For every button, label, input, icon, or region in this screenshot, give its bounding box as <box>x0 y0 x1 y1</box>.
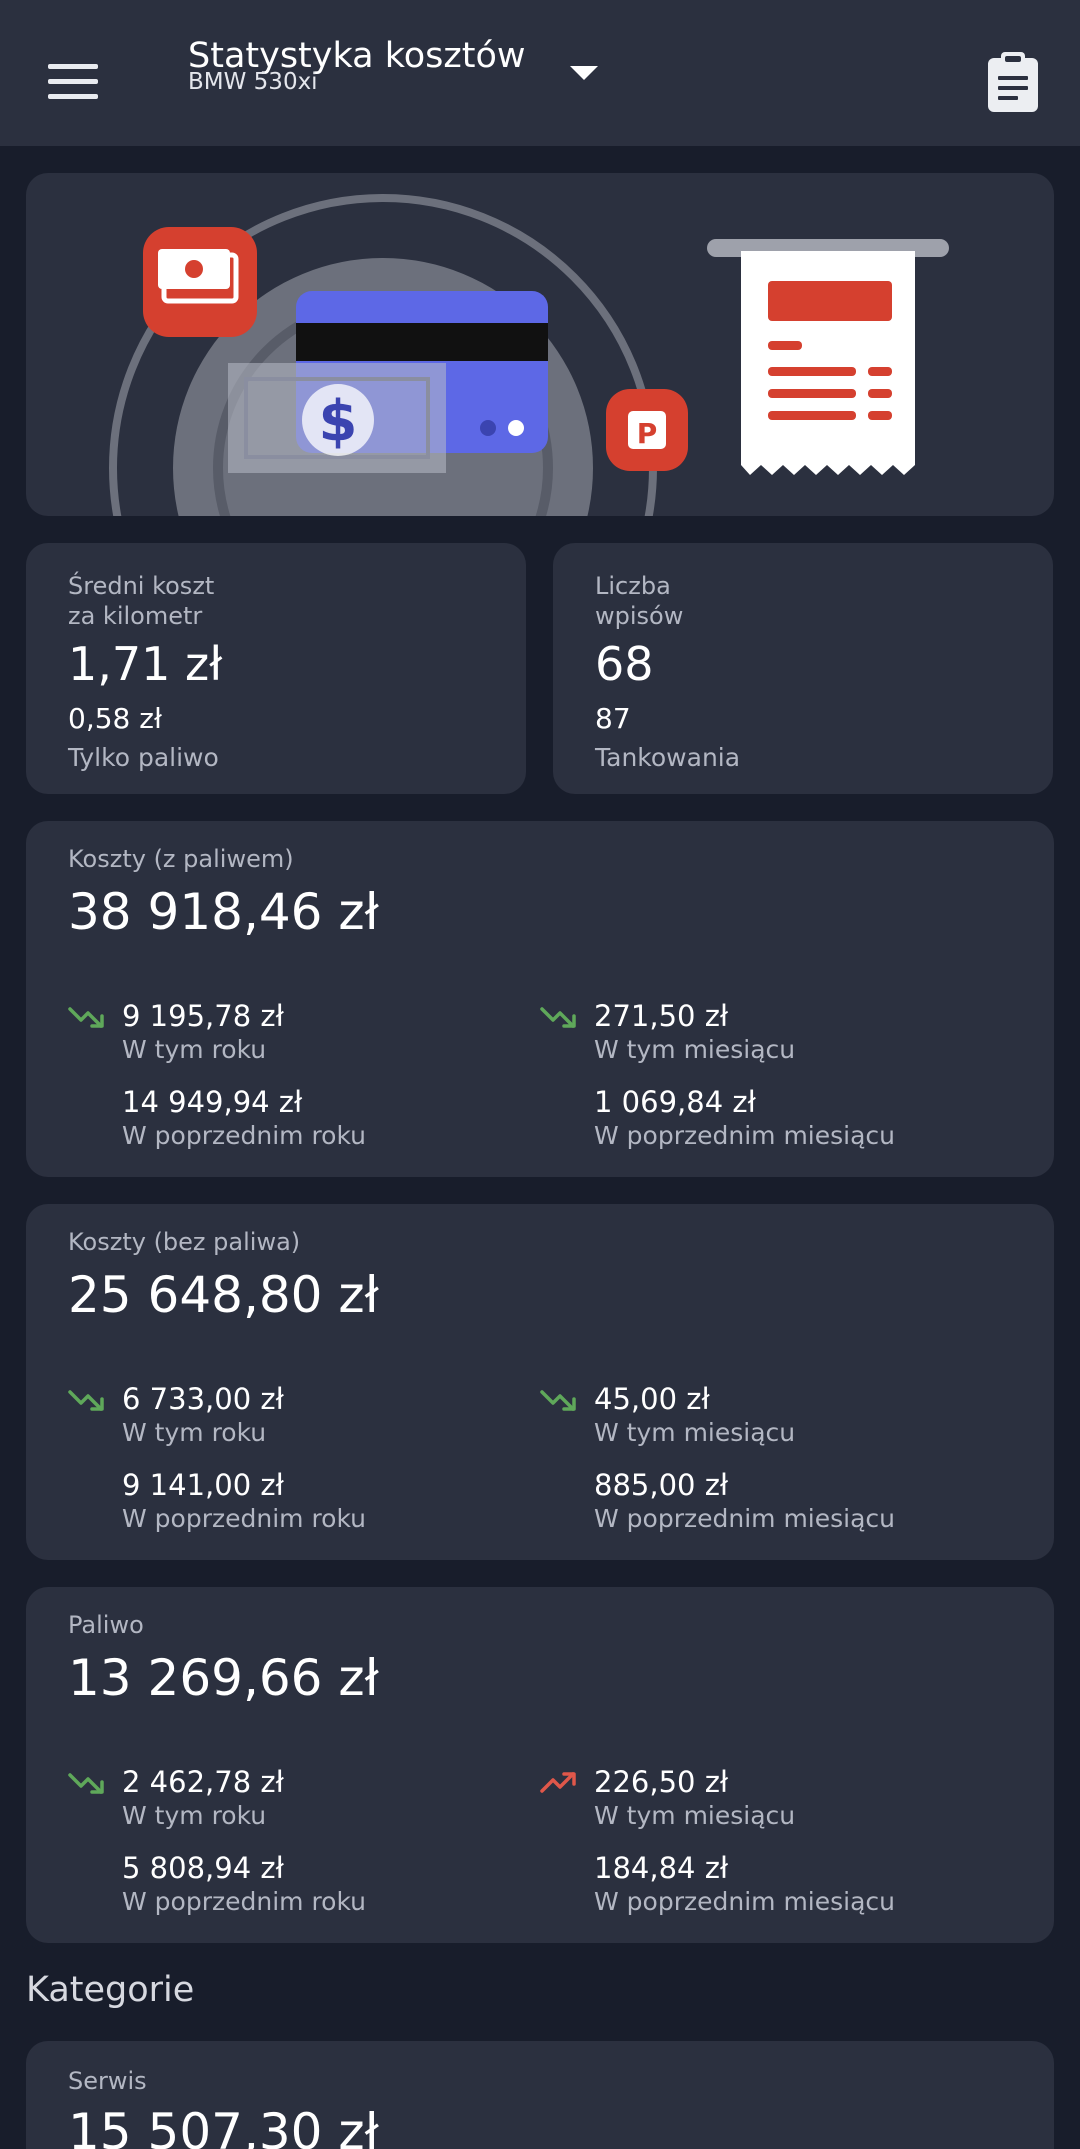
app-bar: Statystyka kosztów BMW 530xi <box>0 0 1080 146</box>
trend-up-icon <box>540 1771 578 1795</box>
clipboard-list-icon[interactable] <box>984 50 1044 114</box>
category-card-service[interactable]: Serwis 15 507,30 zł <box>26 2041 1054 2149</box>
avg-cost-label-line1: Średni koszt <box>68 572 215 600</box>
cost-card-total: 38 918,46 zł <box>68 883 379 941</box>
prev-month-label: W poprzednim miesiącu <box>594 1504 896 1533</box>
trend-down-icon <box>68 1005 106 1029</box>
caret-down-icon[interactable] <box>570 66 598 80</box>
this-month-label: W tym miesiącu <box>594 1035 796 1064</box>
this-month-value: 226,50 zł <box>594 1765 729 1799</box>
this-year-value: 6 733,00 zł <box>122 1382 284 1416</box>
cost-card-label: Koszty (bez paliwa) <box>68 1228 301 1256</box>
entries-count-card[interactable]: Liczba wpisów 68 87 Tankowania <box>553 543 1053 794</box>
this-year-label: W tym roku <box>122 1418 267 1447</box>
hamburger-menu-icon[interactable] <box>34 46 112 118</box>
page-title: Statystyka kosztów <box>188 36 526 76</box>
svg-text:$: $ <box>319 389 358 454</box>
categories-heading: Kategorie <box>26 1970 195 2010</box>
prev-year-value: 9 141,00 zł <box>122 1468 284 1502</box>
prev-year-label: W poprzednim roku <box>122 1887 367 1916</box>
hero-illustration: $ P <box>26 173 1054 516</box>
category-value: 15 507,30 zł <box>68 2103 379 2149</box>
prev-year-value: 5 808,94 zł <box>122 1851 284 1885</box>
vehicle-name: BMW 530xi <box>188 69 318 95</box>
prev-month-value: 1 069,84 zł <box>594 1085 756 1119</box>
avg-cost-label-line2: za kilometr <box>68 602 203 630</box>
refuel-count-label: Tankowania <box>595 743 741 772</box>
svg-text:P: P <box>637 417 658 450</box>
cost-card-total: 25 648,80 zł <box>68 1266 379 1324</box>
this-year-value: 2 462,78 zł <box>122 1765 284 1799</box>
avg-cost-value: 1,71 zł <box>68 637 223 691</box>
cost-card-label: Paliwo <box>68 1611 144 1639</box>
this-month-label: W tym miesiącu <box>594 1801 796 1830</box>
this-year-label: W tym roku <box>122 1035 267 1064</box>
entries-label-line2: wpisów <box>595 602 684 630</box>
this-year-label: W tym roku <box>122 1801 267 1830</box>
cost-card-fuel[interactable]: Paliwo 13 269,66 zł 2 462,78 zł W tym ro… <box>26 1587 1054 1943</box>
avg-fuel-cost-value: 0,58 zł <box>68 702 162 735</box>
cost-card-without-fuel[interactable]: Koszty (bez paliwa) 25 648,80 zł 6 733,0… <box>26 1204 1054 1560</box>
costs-illustration: $ P <box>109 194 949 516</box>
category-label: Serwis <box>68 2067 147 2095</box>
trend-down-icon <box>540 1388 578 1412</box>
trend-down-icon <box>68 1771 106 1795</box>
this-month-value: 45,00 zł <box>594 1382 710 1416</box>
prev-year-label: W poprzednim roku <box>122 1504 367 1533</box>
this-month-label: W tym miesiącu <box>594 1418 796 1447</box>
avg-fuel-cost-label: Tylko paliwo <box>68 743 219 772</box>
cost-card-total: 13 269,66 zł <box>68 1649 379 1707</box>
prev-month-value: 885,00 zł <box>594 1468 729 1502</box>
this-year-value: 9 195,78 zł <box>122 999 284 1033</box>
avg-cost-card[interactable]: Średni koszt za kilometr 1,71 zł 0,58 zł… <box>26 543 526 794</box>
cost-card-with-fuel[interactable]: Koszty (z paliwem) 38 918,46 zł 9 195,78… <box>26 821 1054 1177</box>
prev-month-value: 184,84 zł <box>594 1851 729 1885</box>
trend-down-icon <box>540 1005 578 1029</box>
cost-card-label: Koszty (z paliwem) <box>68 845 294 873</box>
entries-count-value: 68 <box>595 637 654 691</box>
refuel-count-value: 87 <box>595 702 631 735</box>
trend-down-icon <box>68 1388 106 1412</box>
vehicle-selector[interactable]: Statystyka kosztów BMW 530xi <box>188 36 628 106</box>
prev-year-label: W poprzednim roku <box>122 1121 367 1150</box>
prev-month-label: W poprzednim miesiącu <box>594 1121 896 1150</box>
entries-label-line1: Liczba <box>595 572 671 600</box>
prev-year-value: 14 949,94 zł <box>122 1085 303 1119</box>
this-month-value: 271,50 zł <box>594 999 729 1033</box>
prev-month-label: W poprzednim miesiącu <box>594 1887 896 1916</box>
